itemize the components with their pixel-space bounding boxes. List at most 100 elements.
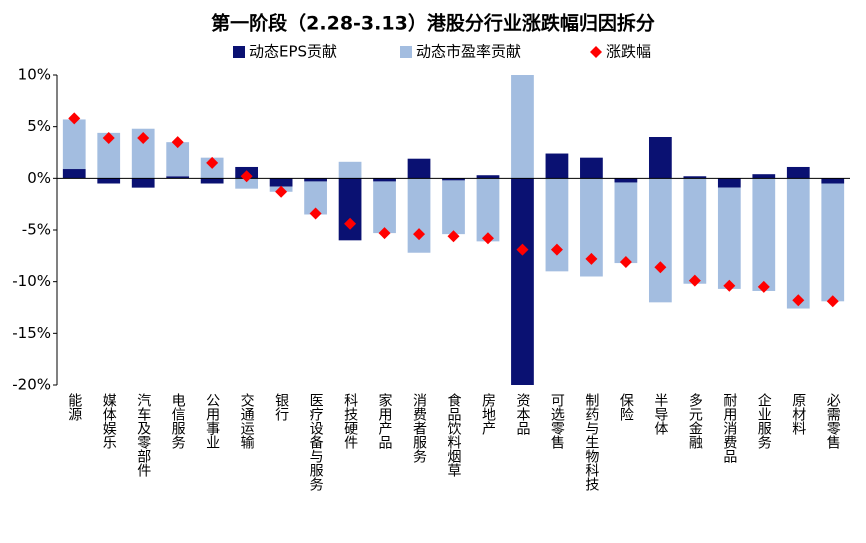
bar [131, 128, 155, 179]
marker [206, 156, 219, 169]
bar [648, 137, 672, 179]
legend-label: 涨跌幅 [606, 43, 651, 61]
chart-title: 第一阶段（2.28-3.13）港股分行业涨跌幅归因拆分 [211, 12, 655, 35]
marker [344, 217, 357, 230]
marker [550, 243, 563, 256]
bar [407, 178, 431, 253]
legend-swatch [400, 46, 412, 58]
bar [62, 119, 86, 170]
marker [447, 230, 460, 243]
legend-swatch [590, 46, 602, 58]
x-tick-label: 交通运输 [239, 392, 255, 449]
marker [68, 112, 81, 125]
x-tick-label: 科技硬件 [342, 393, 358, 449]
marker [757, 280, 770, 293]
x-tick-label: 公用事业 [204, 393, 220, 449]
marker [275, 185, 288, 198]
bar [545, 153, 569, 179]
x-tick-label: 原材料 [790, 393, 806, 435]
x-tick-label: 耐用消费品 [721, 393, 737, 463]
bar [752, 178, 776, 291]
marker [137, 132, 150, 145]
bar [821, 183, 845, 302]
bar [786, 178, 810, 309]
y-tick-label: 0% [27, 169, 51, 187]
x-tick-label: 汽车及零部件 [135, 393, 151, 477]
bar [200, 178, 224, 184]
x-tick-label: 可选零售 [549, 393, 565, 449]
marker [102, 132, 115, 145]
marker [619, 256, 632, 269]
marker [171, 136, 184, 149]
x-tick-label: 银行 [273, 393, 289, 422]
y-tick-label: -15% [12, 324, 51, 342]
bar [131, 178, 155, 188]
marker [516, 243, 529, 256]
bar [269, 178, 293, 187]
bar [580, 157, 603, 179]
x-tick-label: 半导体 [652, 393, 668, 435]
bar [97, 132, 121, 179]
x-tick-label: 媒体娱乐 [101, 393, 117, 449]
bar [683, 176, 707, 179]
y-tick-label: 5% [27, 117, 51, 135]
legend-swatch [233, 46, 245, 58]
x-tick-label: 家用产品 [377, 392, 393, 449]
y-tick-label: -5% [22, 221, 51, 239]
x-tick-label: 保险 [618, 393, 634, 421]
marker [240, 170, 253, 183]
bar [97, 178, 121, 184]
y-tick-label: 10% [18, 66, 51, 84]
x-tick-label: 多元金融 [687, 392, 703, 449]
bar [717, 178, 741, 188]
bar [614, 178, 638, 183]
x-tick-label: 企业服务 [756, 392, 772, 449]
bar [235, 178, 259, 189]
bar [648, 178, 672, 303]
bar [373, 181, 396, 234]
bar [821, 178, 845, 184]
bar [683, 178, 707, 284]
x-tick-label: 电信服务 [170, 393, 186, 449]
bar [407, 158, 431, 179]
bar [476, 178, 500, 242]
marker [585, 252, 598, 265]
x-tick-label: 房地产 [480, 393, 496, 436]
bar [786, 166, 810, 179]
marker [688, 274, 701, 287]
legend-label: 动态市盈率贡献 [416, 43, 521, 61]
bar [442, 180, 465, 235]
bar [752, 174, 776, 179]
bar [545, 178, 569, 272]
bar [614, 182, 638, 264]
y-tick-label: -20% [12, 376, 51, 394]
bar [717, 187, 741, 289]
bar [338, 161, 362, 179]
y-tick-label: -10% [12, 272, 51, 290]
bar [511, 178, 534, 385]
bar [442, 178, 465, 181]
marker [413, 228, 426, 241]
x-tick-label: 食品饮料烟草 [446, 392, 462, 477]
bar [338, 178, 362, 241]
x-tick-label: 消费者服务 [411, 393, 427, 463]
bar [62, 169, 86, 179]
bar [580, 178, 603, 277]
x-tick-label: 医疗设备与服务 [308, 393, 324, 491]
bar [511, 75, 534, 179]
x-tick-label: 资本品 [514, 393, 530, 435]
marker [309, 207, 322, 220]
x-tick-label: 能源 [66, 393, 82, 421]
marker [378, 227, 391, 240]
bar [373, 178, 396, 182]
marker [481, 232, 494, 245]
x-tick-label: 必需零售 [825, 393, 841, 449]
marker [792, 294, 805, 307]
marker [826, 295, 839, 308]
bar [476, 175, 500, 179]
bar [166, 176, 190, 179]
bar [304, 181, 327, 215]
bar [166, 142, 190, 177]
legend: 动态EPS贡献 动态市盈率贡献 涨跌幅 [233, 43, 651, 61]
